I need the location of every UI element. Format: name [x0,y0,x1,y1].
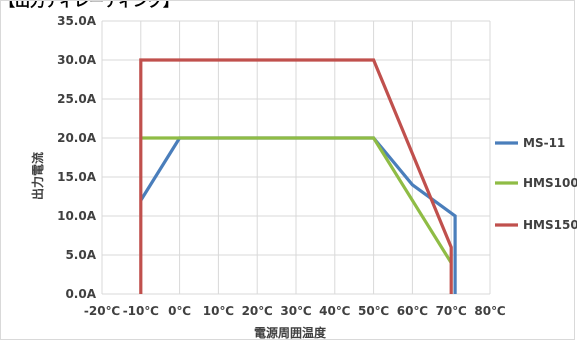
gridlines [101,20,491,295]
x-tick-label: -20℃ [84,304,120,318]
x-tick-label: 80℃ [474,304,505,318]
legend: MS-11 HMS100 HMS150 [495,136,577,232]
x-tick-label: 60℃ [397,304,428,318]
x-tick-label: 70℃ [436,304,467,318]
series-lines [139,58,457,295]
y-axis-title: 出力電流 [30,152,45,200]
y-tick-label: 5.0A [65,248,96,262]
series-line-ms-11 [139,136,457,294]
x-axis-ticks: -20℃ -10℃ 0℃ 10℃ 20℃ 30℃ 40℃ 50℃ 60℃ 70℃ 80℃ [84,304,506,318]
x-tick-label: 0℃ [168,304,191,318]
chart-caption: 【出力ディレーティング】 [0,0,179,10]
x-tick-label: 20℃ [242,304,273,318]
y-tick-label: 25.0A [57,92,97,106]
y-tick-label: 0.0A [65,287,96,301]
y-tick-label: 35.0A [57,14,97,28]
y-tick-label: 15.0A [57,170,97,184]
y-tick-label: 20.0A [57,131,97,145]
x-tick-label: 40℃ [319,304,350,318]
x-tick-label: 30℃ [280,304,311,318]
x-tick-label: 10℃ [203,304,234,318]
y-axis-ticks: 0.0A 5.0A 10.0A 15.0A 20.0A 25.0A 30.0A 35.0A [57,14,97,301]
x-axis-title: 電源周囲温度 [254,325,327,340]
x-tick-label: -10℃ [123,304,159,318]
x-tick-label: 50℃ [358,304,389,318]
legend-label-hms100: HMS100 [523,176,577,190]
y-tick-label: 10.0A [57,209,97,223]
legend-label-ms-11: MS-11 [523,136,565,150]
legend-label-hms150: HMS150 [523,218,577,232]
y-tick-label: 30.0A [57,53,97,67]
